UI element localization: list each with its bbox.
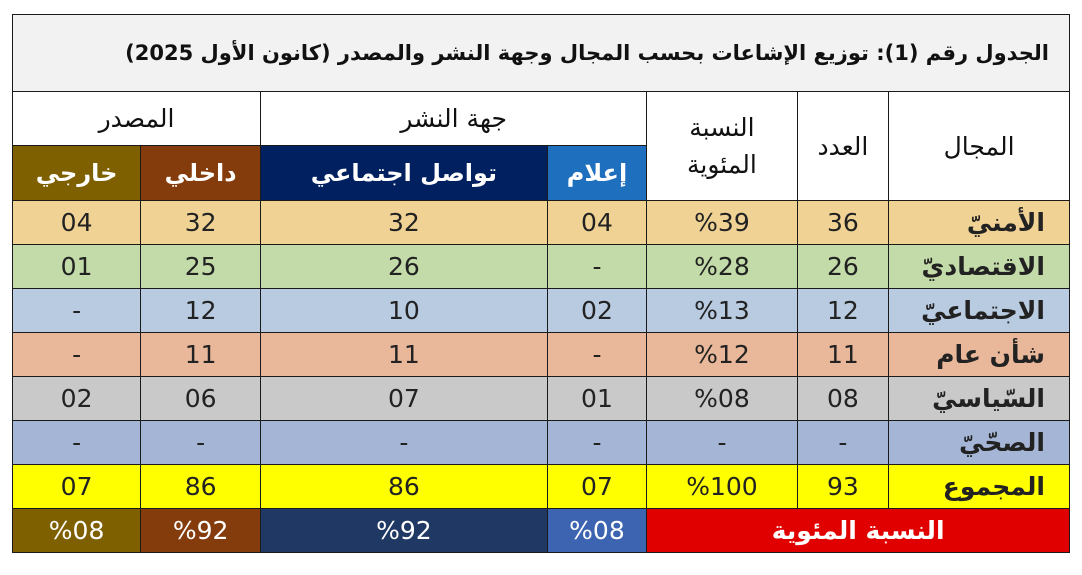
table-title: الجدول رقم (1): توزيع الإشاعات بحسب المج… [12, 14, 1070, 92]
row-count: 11 [796, 332, 890, 377]
row-internal: 11 [140, 332, 262, 377]
row-count: 36 [796, 200, 890, 245]
percentage-row: النسبة المئوية %08 %92 %92 %08 [11, 508, 1070, 553]
row-external: 01 [11, 244, 142, 289]
row-domain: الصحّيّ [888, 420, 1070, 465]
percentage-social: %92 [260, 508, 548, 553]
row-media: - [546, 244, 648, 289]
row-social: 11 [260, 332, 548, 377]
row-internal: - [140, 420, 262, 465]
row-social: 32 [260, 200, 548, 245]
rumors-distribution-table: الجدول رقم (1): توزيع الإشاعات بحسب المج… [11, 14, 1070, 553]
total-internal: 86 [140, 464, 262, 509]
external-header: خارجي [11, 145, 142, 201]
percentage-row-label: النسبة المئوية [646, 508, 1070, 553]
table-row: الأمنيّ 36 %39 04 32 32 04 [11, 200, 1070, 245]
internal-header: داخلي [140, 145, 262, 201]
row-percent: %12 [646, 332, 798, 377]
row-external: - [11, 420, 142, 465]
row-internal: 06 [140, 376, 262, 421]
row-domain: الاقتصاديّ [888, 244, 1070, 289]
row-percent: - [646, 420, 798, 465]
table-row: شأن عام 11 %12 - 11 11 - [11, 332, 1070, 377]
social-header: تواصل اجتماعي [260, 145, 548, 201]
count-header: العدد [796, 91, 890, 201]
total-social: 86 [260, 464, 548, 509]
table-row: الصحّيّ - - - - - - [11, 420, 1070, 465]
row-media: - [546, 332, 648, 377]
row-count: 08 [796, 376, 890, 421]
total-label: المجموع [888, 464, 1070, 509]
row-media: 02 [546, 288, 648, 333]
row-external: - [11, 332, 142, 377]
row-media: 04 [546, 200, 648, 245]
row-internal: 25 [140, 244, 262, 289]
percentage-media: %08 [546, 508, 648, 553]
total-percent: %100 [646, 464, 798, 509]
row-count: 12 [796, 288, 890, 333]
row-internal: 12 [140, 288, 262, 333]
percent-header: النسبة المئوية [646, 91, 798, 201]
table-row: الاجتماعيّ 12 %13 02 10 12 - [11, 288, 1070, 333]
row-social: - [260, 420, 548, 465]
percentage-external: %08 [11, 508, 142, 553]
row-domain: الأمنيّ [888, 200, 1070, 245]
table-container: الجدول رقم (1): توزيع الإشاعات بحسب المج… [11, 14, 1070, 553]
row-count: - [796, 420, 890, 465]
media-header: إعلام [546, 145, 648, 201]
row-domain: السّياسيّ [888, 376, 1070, 421]
row-social: 07 [260, 376, 548, 421]
row-social: 10 [260, 288, 548, 333]
row-internal: 32 [140, 200, 262, 245]
total-external: 07 [11, 464, 142, 509]
table-row: الاقتصاديّ 26 %28 - 26 25 01 [11, 244, 1070, 289]
row-social: 26 [260, 244, 548, 289]
row-percent: %39 [646, 200, 798, 245]
row-media: 01 [546, 376, 648, 421]
row-percent: %28 [646, 244, 798, 289]
row-percent: %08 [646, 376, 798, 421]
table-row: السّياسيّ 08 %08 01 07 06 02 [11, 376, 1070, 421]
row-external: - [11, 288, 142, 333]
row-media: - [546, 420, 648, 465]
row-count: 26 [796, 244, 890, 289]
publisher-header: جهة النشر [260, 91, 648, 146]
row-percent: %13 [646, 288, 798, 333]
row-domain: شأن عام [888, 332, 1070, 377]
domain-header: المجال [888, 91, 1070, 201]
total-row: المجموع 93 %100 07 86 86 07 [11, 464, 1070, 509]
total-count: 93 [796, 464, 890, 509]
source-header: المصدر [11, 91, 262, 146]
total-media: 07 [546, 464, 648, 509]
row-external: 04 [11, 200, 142, 245]
row-external: 02 [11, 376, 142, 421]
percent-header-text: النسبة المئوية [687, 112, 757, 180]
row-domain: الاجتماعيّ [888, 288, 1070, 333]
percentage-internal: %92 [140, 508, 262, 553]
